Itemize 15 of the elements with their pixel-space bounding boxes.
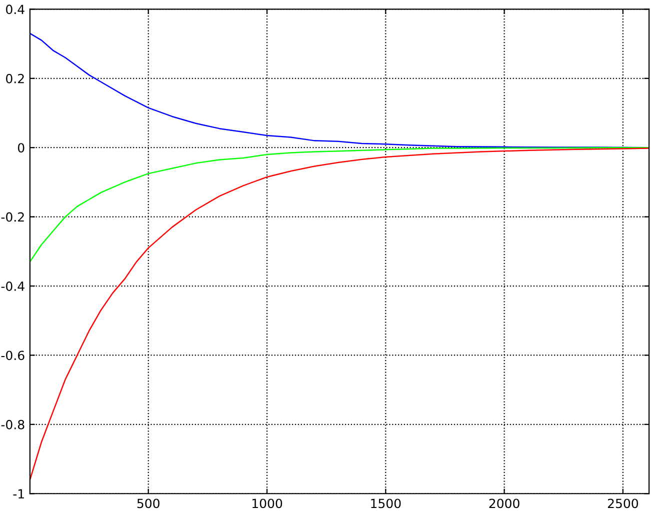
y-tick-label: -0.8 [1, 420, 24, 430]
line-series [30, 148, 650, 480]
x-tick-label: 500 [137, 498, 160, 508]
y-tick-label: 0.2 [6, 74, 24, 84]
x-tick-label: 2500 [608, 498, 638, 508]
y-tick-label: -0.6 [1, 350, 24, 360]
x-tick-label: 2000 [489, 498, 520, 508]
y-tick-label: -1 [13, 489, 24, 498]
y-tick-label: 0.4 [6, 4, 24, 14]
x-tick-label: 1500 [371, 498, 401, 508]
y-tick-label: -0.4 [1, 281, 24, 291]
y-tick-label: -0.2 [1, 212, 24, 222]
line-series [30, 146, 650, 262]
y-tick-label: 0 [18, 143, 24, 153]
x-tick-label: 1000 [252, 498, 282, 508]
